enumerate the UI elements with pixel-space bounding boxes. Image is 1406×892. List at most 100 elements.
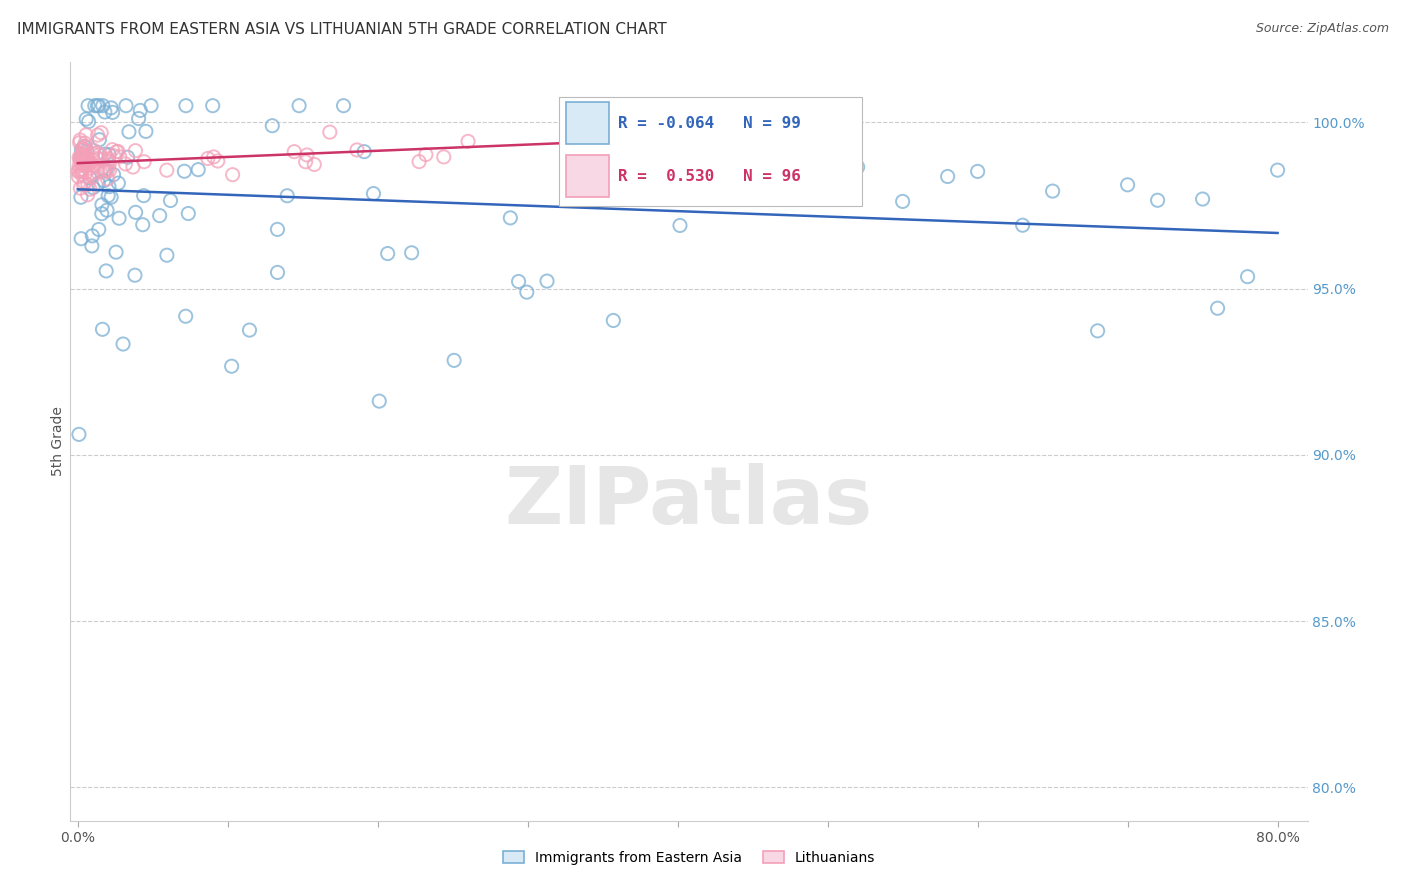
Point bbox=[67, 151, 90, 165]
Text: IMMIGRANTS FROM EASTERN ASIA VS LITHUANIAN 5TH GRADE CORRELATION CHART: IMMIGRANTS FROM EASTERN ASIA VS LITHUANI… bbox=[17, 22, 666, 37]
Point bbox=[288, 98, 311, 112]
Point bbox=[114, 157, 136, 171]
Point bbox=[1191, 192, 1213, 206]
Point bbox=[72, 143, 94, 157]
Point bbox=[107, 145, 129, 159]
Point bbox=[516, 285, 538, 300]
Point bbox=[936, 169, 959, 184]
Point bbox=[443, 353, 465, 368]
Point bbox=[86, 146, 108, 161]
Point bbox=[70, 190, 93, 204]
Point bbox=[103, 149, 125, 163]
Point bbox=[132, 188, 155, 202]
Point bbox=[112, 337, 135, 351]
Point bbox=[75, 128, 97, 142]
Point bbox=[97, 188, 120, 202]
Point bbox=[101, 143, 124, 157]
Point bbox=[1267, 163, 1289, 178]
Point bbox=[177, 206, 200, 220]
Legend: Immigrants from Eastern Asia, Lithuanians: Immigrants from Eastern Asia, Lithuanian… bbox=[498, 846, 880, 871]
Point bbox=[94, 163, 117, 178]
Point bbox=[69, 136, 91, 150]
Point bbox=[96, 172, 118, 186]
Point bbox=[66, 164, 89, 178]
Point bbox=[103, 168, 125, 182]
Point bbox=[159, 194, 181, 208]
Point bbox=[70, 154, 93, 169]
Point bbox=[72, 146, 94, 161]
Point bbox=[94, 147, 117, 161]
Point bbox=[346, 143, 368, 157]
Point bbox=[1011, 218, 1033, 232]
Point bbox=[72, 156, 94, 170]
Point bbox=[536, 274, 558, 288]
Point bbox=[69, 133, 91, 147]
Point bbox=[891, 194, 914, 209]
Point bbox=[67, 169, 90, 184]
Point bbox=[67, 164, 90, 178]
Point bbox=[124, 268, 146, 283]
Point bbox=[197, 152, 219, 166]
Point bbox=[1206, 301, 1229, 316]
Point bbox=[276, 188, 298, 202]
Point bbox=[408, 154, 430, 169]
Point bbox=[70, 143, 93, 157]
Point bbox=[82, 153, 104, 167]
Point bbox=[283, 145, 305, 159]
Point bbox=[93, 174, 115, 188]
Point bbox=[675, 176, 697, 190]
Point bbox=[77, 114, 100, 128]
Point bbox=[96, 203, 118, 218]
Point bbox=[628, 118, 651, 132]
Point bbox=[100, 190, 122, 204]
Point bbox=[139, 98, 162, 112]
Point bbox=[98, 157, 121, 171]
Point bbox=[266, 222, 288, 236]
Point bbox=[79, 161, 101, 176]
Point bbox=[82, 158, 104, 172]
Point bbox=[1042, 184, 1064, 198]
Point bbox=[1087, 324, 1109, 338]
Point bbox=[75, 156, 97, 170]
Point bbox=[86, 98, 108, 112]
Point bbox=[73, 175, 96, 189]
Point bbox=[105, 145, 128, 159]
Point bbox=[67, 159, 90, 173]
Point bbox=[69, 153, 91, 167]
Point bbox=[156, 163, 179, 178]
Text: R = -0.064   N = 99: R = -0.064 N = 99 bbox=[619, 116, 801, 130]
Point bbox=[79, 182, 101, 196]
Point bbox=[262, 119, 284, 133]
Point bbox=[124, 144, 146, 158]
Point bbox=[117, 150, 139, 164]
Point bbox=[304, 157, 326, 171]
Point bbox=[174, 98, 197, 112]
Point bbox=[80, 239, 103, 253]
Point bbox=[86, 128, 108, 142]
Point bbox=[86, 165, 108, 179]
Point bbox=[75, 139, 97, 153]
Point bbox=[76, 144, 98, 158]
Point bbox=[91, 98, 114, 112]
Point bbox=[79, 157, 101, 171]
Point bbox=[83, 143, 105, 157]
Point bbox=[966, 164, 988, 178]
Point bbox=[70, 232, 93, 246]
Y-axis label: 5th Grade: 5th Grade bbox=[51, 407, 65, 476]
Point bbox=[90, 207, 112, 221]
Point bbox=[69, 181, 91, 195]
Point bbox=[89, 133, 111, 147]
Point bbox=[90, 198, 112, 212]
Point bbox=[75, 112, 97, 126]
Point bbox=[118, 125, 141, 139]
Point bbox=[319, 125, 342, 139]
Point bbox=[101, 105, 124, 120]
Point bbox=[202, 150, 225, 164]
Point bbox=[98, 147, 121, 161]
Point bbox=[266, 265, 288, 279]
Point bbox=[108, 211, 131, 226]
Point bbox=[221, 168, 243, 182]
FancyBboxPatch shape bbox=[567, 102, 609, 145]
Point bbox=[98, 163, 121, 178]
Point bbox=[610, 135, 633, 149]
